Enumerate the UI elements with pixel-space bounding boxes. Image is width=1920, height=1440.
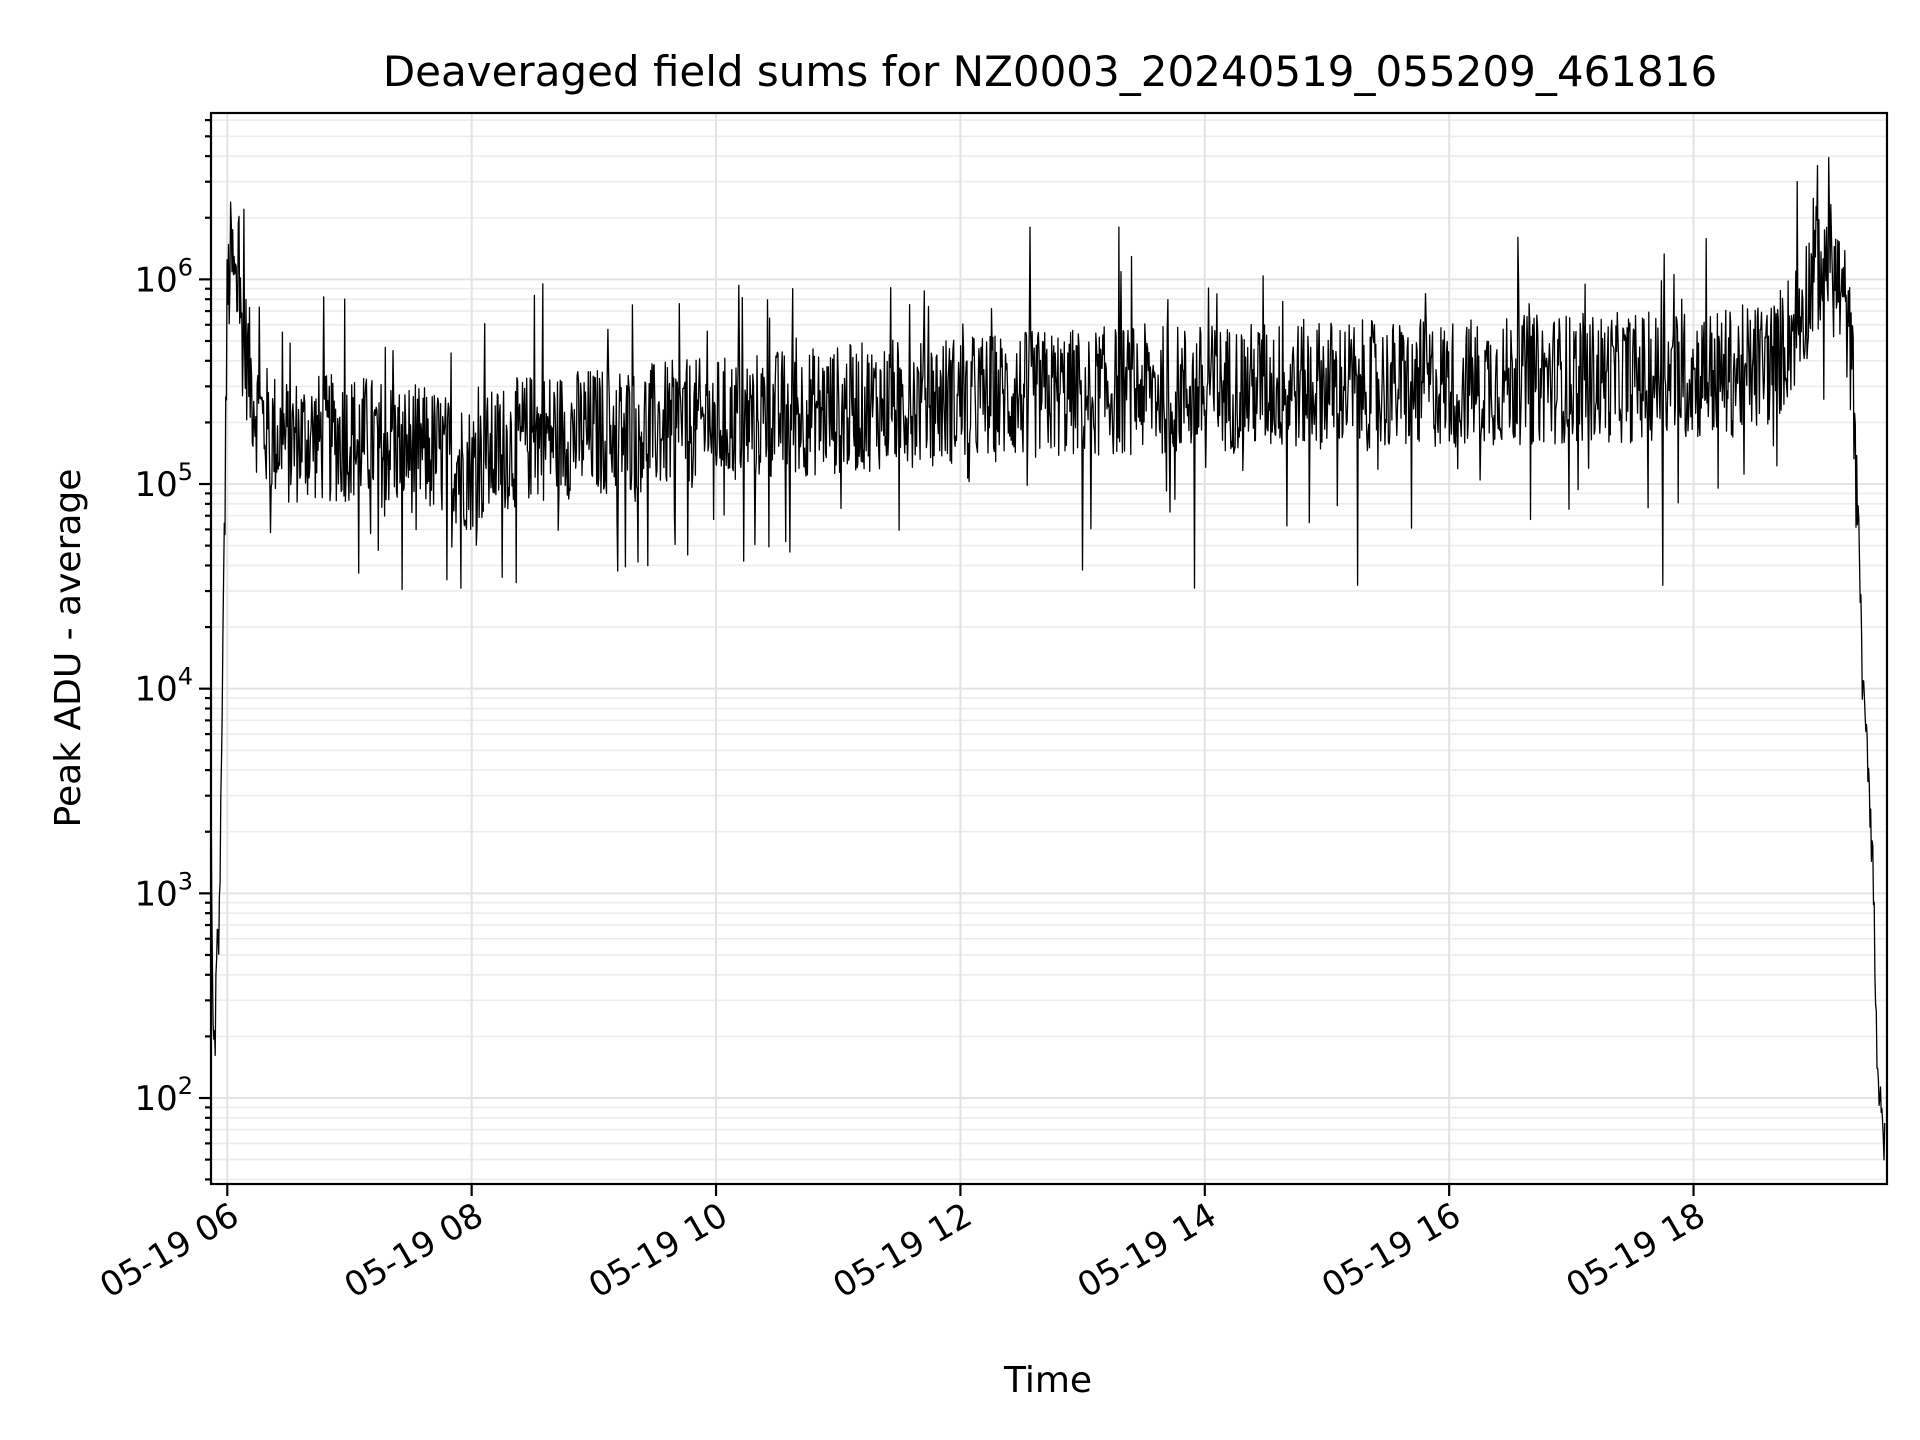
y-tick-label: 104 — [134, 663, 193, 710]
plot-frame — [209, 111, 1889, 1186]
series-line — [210, 156, 1886, 1161]
x-axis-label: Time — [1003, 1360, 1092, 1401]
y-axis: 102 103 104 105 106 — [134, 119, 211, 1181]
x-tick-label: 05-19 06 — [93, 1195, 245, 1306]
y-axis-label: Peak ADU - average — [48, 469, 89, 828]
x-tick-label: 05-19 10 — [582, 1195, 734, 1306]
y-tick-label: 106 — [134, 253, 193, 300]
x-tick-label: 05-19 18 — [1560, 1195, 1712, 1306]
x-axis: 05-19 06 05-19 08 05-19 10 05-19 12 05-19 14… — [93, 1184, 1712, 1306]
y-tick-label: 102 — [134, 1072, 193, 1119]
chart-title: Deaveraged field sums for NZ0003_2024051… — [383, 47, 1717, 96]
x-tick-label: 05-19 08 — [338, 1195, 490, 1306]
x-tick-label: 05-19 14 — [1071, 1195, 1223, 1306]
x-tick-label: 05-19 12 — [827, 1195, 979, 1306]
x-tick-label: 05-19 16 — [1315, 1195, 1467, 1306]
y-tick-label: 105 — [134, 458, 193, 505]
y-tick-label: 103 — [134, 867, 193, 914]
series-line — [210, 156, 1886, 1161]
grid — [211, 113, 1887, 1184]
